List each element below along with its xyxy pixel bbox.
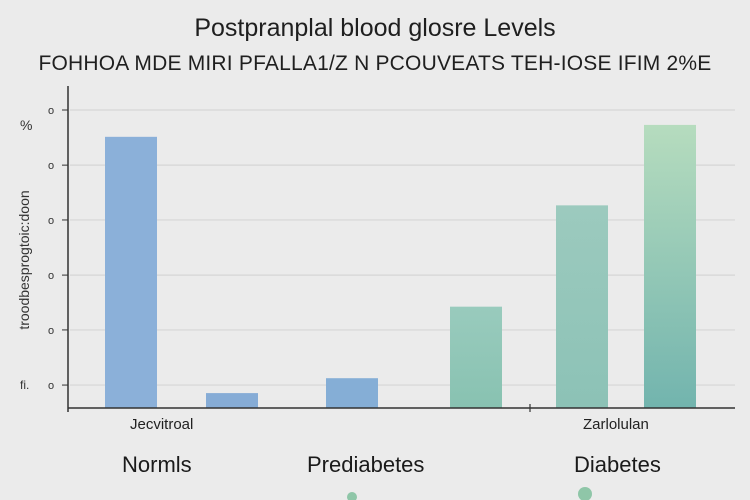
category-label-prediabetes: Prediabetes — [307, 452, 425, 477]
bar-normls-1 — [105, 136, 157, 408]
y-tick-label: o — [48, 380, 54, 392]
y-tick-label: o — [48, 105, 54, 117]
bar-prediabetes-3 — [326, 378, 378, 408]
decorative-dot — [347, 492, 357, 500]
y-unit-label: % — [20, 117, 33, 133]
chart-subtitle: FOHHOA MDE MIRI PFALLA1/Z N PCOUVEATS TE… — [38, 52, 712, 75]
y-bottom-label: fi. — [20, 378, 30, 392]
category-label-normal: Normls — [122, 452, 192, 477]
bar-diabetes-5 — [556, 205, 608, 408]
category-label-diabetes: Diabetes — [574, 452, 661, 477]
y-axis-label: troodbesprogtoic:doon — [16, 190, 32, 330]
chart-title: Postpranplal blood glosre Levels — [194, 14, 556, 42]
y-tick-label: o — [48, 325, 54, 337]
bar-normls-2 — [206, 393, 258, 408]
bar-prediabetes-4 — [450, 306, 502, 408]
y-tick-label: o — [48, 215, 54, 227]
x-sublabel-1: Jecvitroal — [130, 416, 194, 433]
y-tick-label: o — [48, 270, 54, 282]
x-sublabel-2: Zarlolulan — [583, 416, 649, 433]
bar-diabetes-6 — [644, 124, 696, 409]
y-tick-label: o — [48, 160, 54, 172]
decorative-dot — [578, 487, 592, 500]
